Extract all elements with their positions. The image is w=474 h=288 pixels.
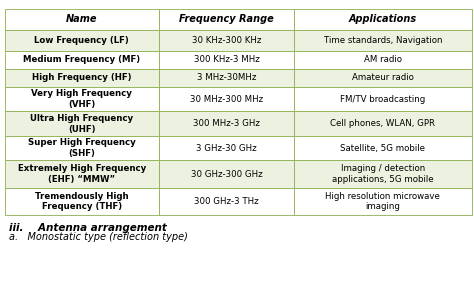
Text: iii.    Antenna arrangement: iii. Antenna arrangement xyxy=(9,223,167,233)
Text: a.   Monostatic type (reflection type): a. Monostatic type (reflection type) xyxy=(9,232,188,242)
Text: AM radio: AM radio xyxy=(364,55,402,64)
Text: Extremely High Frequency
(EHF) “MMW”: Extremely High Frequency (EHF) “MMW” xyxy=(18,164,146,184)
Text: Tremendously High
Frequency (THF): Tremendously High Frequency (THF) xyxy=(35,192,128,211)
Text: 300 MHz-3 GHz: 300 MHz-3 GHz xyxy=(193,119,260,128)
Text: High Frequency (HF): High Frequency (HF) xyxy=(32,73,131,82)
Text: Amateur radio: Amateur radio xyxy=(352,73,414,82)
Text: Applications: Applications xyxy=(349,14,417,24)
Text: 300 KHz-3 MHz: 300 KHz-3 MHz xyxy=(194,55,259,64)
Text: 30 KHz-300 KHz: 30 KHz-300 KHz xyxy=(192,36,261,45)
Text: Time standards, Navigation: Time standards, Navigation xyxy=(324,36,442,45)
Text: Low Frequency (LF): Low Frequency (LF) xyxy=(35,36,129,45)
Text: FM/TV broadcasting: FM/TV broadcasting xyxy=(340,95,426,104)
Text: Frequency Range: Frequency Range xyxy=(179,14,274,24)
Text: 30 GHz-300 GHz: 30 GHz-300 GHz xyxy=(191,170,262,179)
Text: High resolution microwave
imaging: High resolution microwave imaging xyxy=(326,192,440,211)
Text: Very High Frequency
(VHF): Very High Frequency (VHF) xyxy=(31,89,132,109)
Text: Super High Frequency
(SHF): Super High Frequency (SHF) xyxy=(28,138,136,158)
Text: Ultra High Frequency
(UHF): Ultra High Frequency (UHF) xyxy=(30,114,133,134)
Text: Imaging / detection
applications, 5G mobile: Imaging / detection applications, 5G mob… xyxy=(332,164,434,184)
Text: Medium Frequency (MF): Medium Frequency (MF) xyxy=(23,55,140,64)
Text: Satellite, 5G mobile: Satellite, 5G mobile xyxy=(340,144,426,153)
Text: 3 MHz-30MHz: 3 MHz-30MHz xyxy=(197,73,256,82)
Text: Cell phones, WLAN, GPR: Cell phones, WLAN, GPR xyxy=(330,119,436,128)
Text: Name: Name xyxy=(66,14,98,24)
Text: 300 GHz-3 THz: 300 GHz-3 THz xyxy=(194,197,259,206)
Text: 3 GHz-30 GHz: 3 GHz-30 GHz xyxy=(196,144,257,153)
Text: 30 MHz-300 MHz: 30 MHz-300 MHz xyxy=(190,95,263,104)
